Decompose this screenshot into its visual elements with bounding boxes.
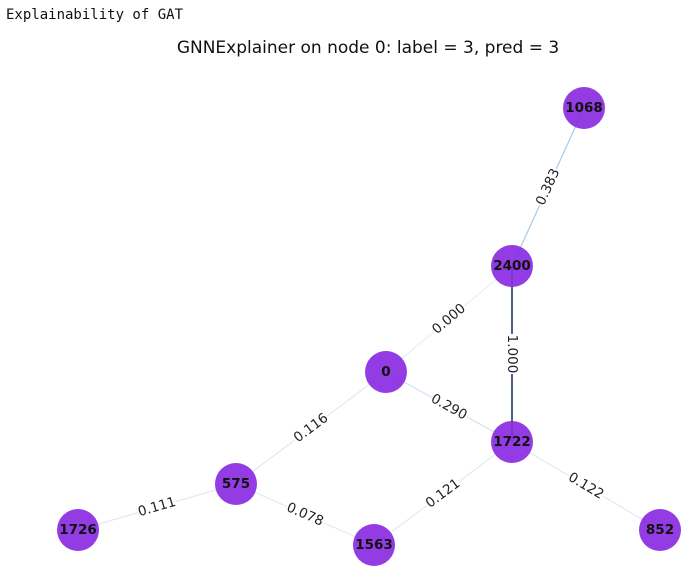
edge-label-group-1722-852: 0.122	[564, 468, 608, 504]
edge-label-group-0-575: 0.116	[289, 408, 333, 448]
node-0	[365, 351, 407, 393]
edge-label-bg	[427, 299, 471, 339]
edge-label-group-2400-1722: 1.000	[503, 334, 521, 374]
edge-label-group-0-1722: 0.290	[427, 389, 471, 425]
node-label-852: 852	[646, 522, 674, 538]
edge-label-bg	[531, 165, 565, 209]
edge-weight-label: 1.000	[504, 335, 520, 374]
figure-title: GNNExplainer on node 0: label = 3, pred …	[177, 38, 559, 58]
node-2400	[491, 245, 533, 287]
edge-weight-label: 0.290	[428, 391, 470, 424]
edge-label-group-0-2400: 0.000	[427, 299, 471, 339]
edge-labels-layer: 0.383 0.000 1.000 0.290 0.116 0.111 0.078 0.121…	[135, 165, 608, 531]
edge-weight-label: 0.078	[284, 499, 326, 529]
node-1726	[57, 509, 99, 551]
edge-weight-label: 0.383	[533, 166, 564, 208]
node-575	[215, 463, 257, 505]
edge-label-bg	[289, 408, 333, 448]
cell-output-label: Explainability of GAT	[6, 7, 184, 23]
edge-weight-label: 0.122	[565, 469, 606, 503]
node-label-2400: 2400	[493, 258, 531, 274]
edge-label-bg	[135, 492, 179, 522]
node-852	[639, 509, 681, 551]
node-1563	[353, 524, 395, 566]
node-label-575: 575	[222, 476, 250, 492]
node-1068	[563, 87, 605, 129]
edge-label-group-575-1726: 0.111	[135, 492, 179, 522]
edge-label-bg	[564, 468, 608, 504]
node-1722	[491, 421, 533, 463]
edge-label-bg	[427, 389, 471, 425]
edge-label-bg	[421, 474, 465, 513]
edge-label-group-575-1563: 0.078	[283, 498, 327, 531]
node-label-1068: 1068	[565, 100, 603, 116]
node-label-1726: 1726	[59, 522, 97, 538]
nodes-layer: 0 2400 1068 1722 575 1726 1563 852	[57, 87, 681, 566]
edge-label-group-2400-1068: 0.383	[531, 165, 565, 209]
node-label-1722: 1722	[493, 434, 531, 450]
node-label-1563: 1563	[355, 537, 393, 553]
edge-label-bg	[503, 334, 521, 374]
edge-label-group-1722-1563: 0.121	[421, 474, 465, 513]
edge-label-bg	[283, 498, 327, 531]
node-label-0: 0	[381, 364, 390, 380]
